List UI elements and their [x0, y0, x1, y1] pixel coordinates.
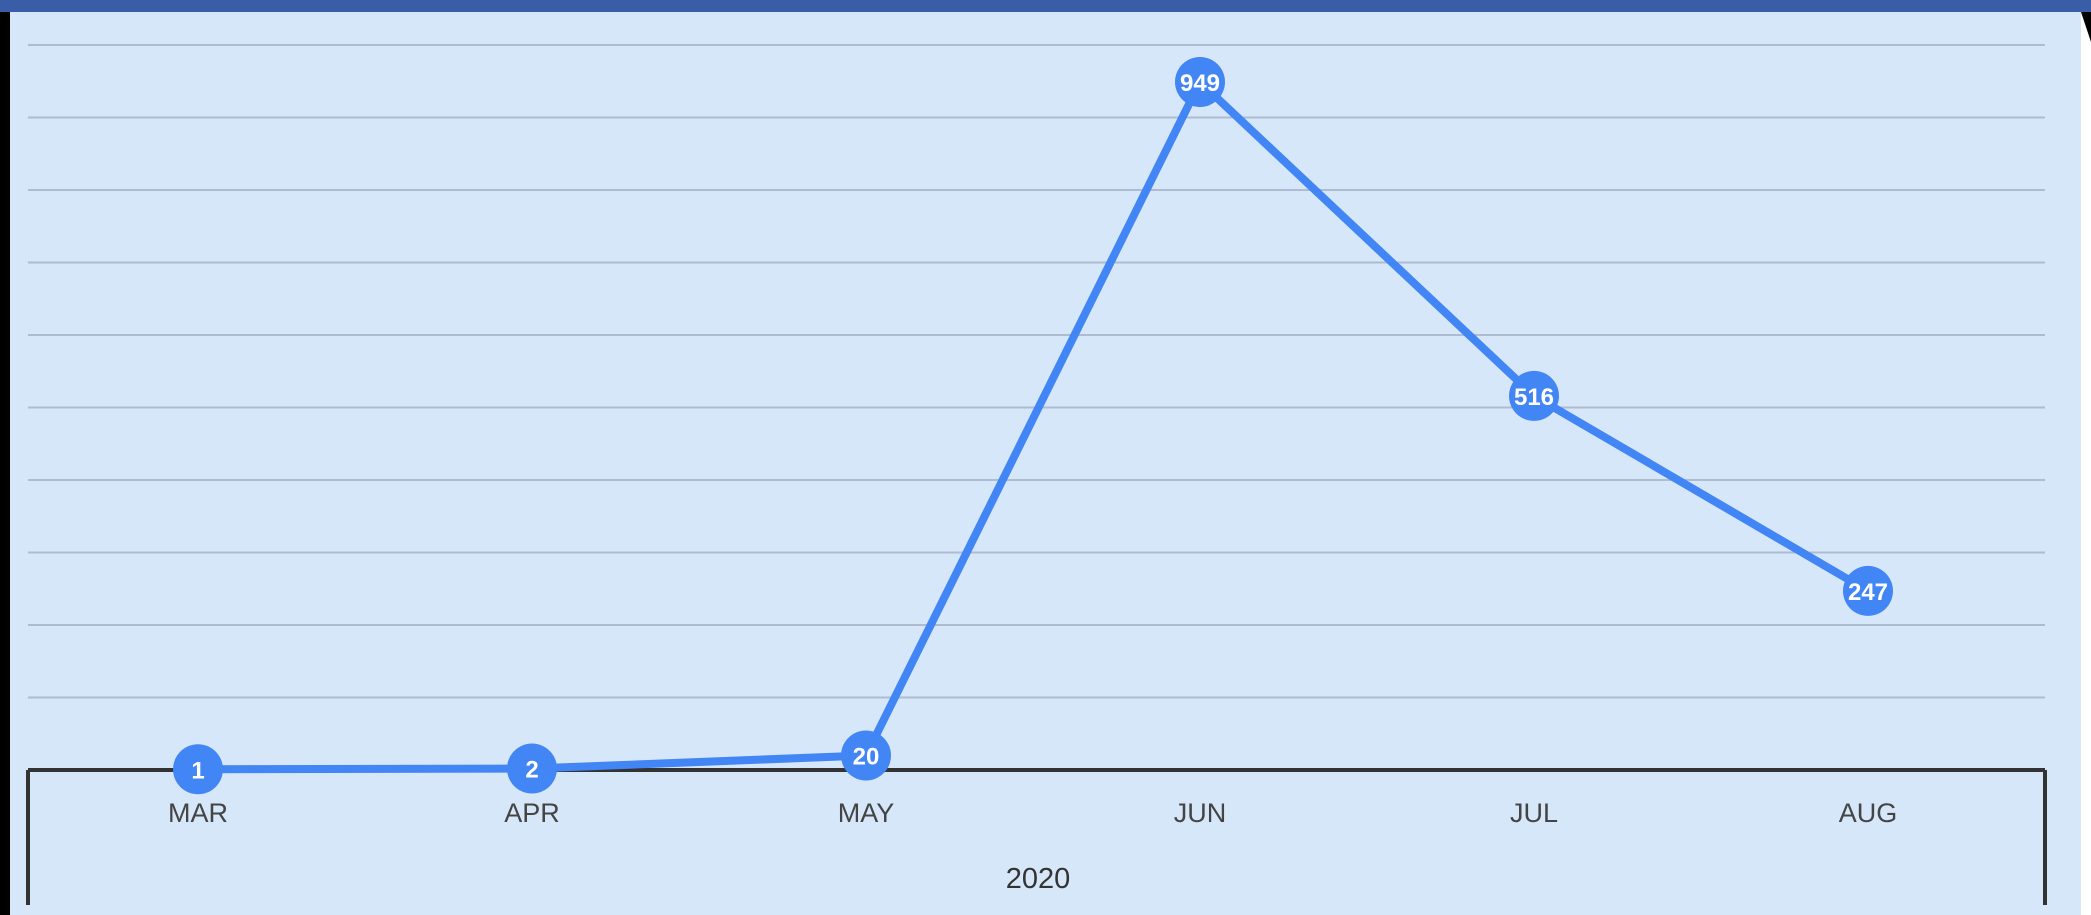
data-label: 20: [853, 744, 880, 771]
data-label: 516: [1514, 384, 1554, 411]
x-tick-label: MAY: [838, 798, 895, 828]
x-tick-label: APR: [504, 798, 560, 828]
x-axis-tick-labels: MAR APR MAY JUN JUL AUG: [168, 798, 1897, 828]
x-tick-label: JUN: [1174, 798, 1227, 828]
data-label: 1: [191, 757, 204, 784]
data-label: 949: [1180, 70, 1220, 97]
x-axis-group-label: 2020: [1006, 863, 1071, 895]
x-tick-label: AUG: [1839, 798, 1898, 828]
data-label: 247: [1848, 579, 1888, 606]
x-tick-label: MAR: [168, 798, 228, 828]
data-labels: 1 2 20 949 516 247: [191, 70, 1888, 784]
x-tick-label: JUL: [1510, 798, 1558, 828]
data-label: 2: [525, 757, 538, 784]
series-line: [198, 82, 1868, 769]
